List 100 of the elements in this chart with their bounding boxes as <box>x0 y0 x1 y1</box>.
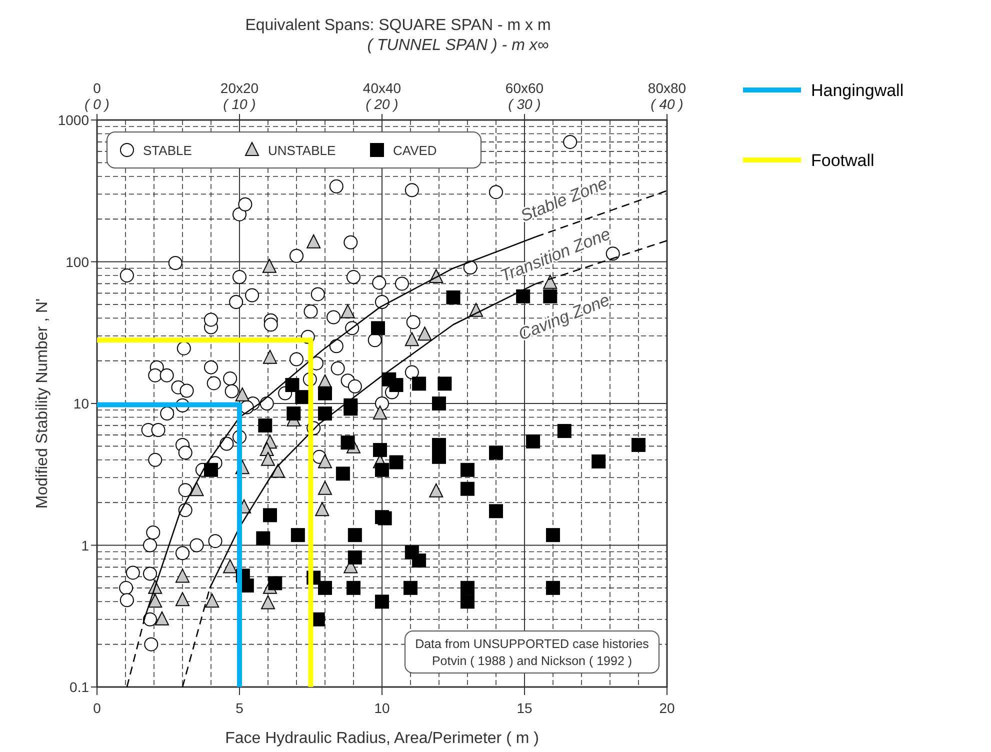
y-tick-label: 10 <box>73 396 90 412</box>
chart-subtitle: ( TUNNEL SPAN ) - m x∞ <box>367 37 549 54</box>
x-tick-label: 20 <box>659 700 675 716</box>
point <box>460 594 474 609</box>
point <box>318 580 332 595</box>
y-tick-label: 1000 <box>58 112 90 128</box>
point <box>318 386 332 400</box>
point <box>546 528 560 542</box>
point <box>378 511 392 526</box>
text: 40x40 <box>362 80 402 96</box>
legend-label: CAVED <box>393 143 437 158</box>
point <box>389 378 404 392</box>
annotation: Caving Zone <box>516 290 612 344</box>
point <box>261 595 275 610</box>
point <box>373 442 388 457</box>
point <box>262 508 277 522</box>
point <box>318 480 332 495</box>
point <box>348 550 362 564</box>
text: 60x60 <box>505 80 544 96</box>
point <box>592 454 606 468</box>
point <box>346 580 360 595</box>
point <box>432 450 446 464</box>
point <box>318 406 332 421</box>
point <box>204 462 218 477</box>
annotation: Stable Zone <box>518 174 610 226</box>
point <box>632 438 646 452</box>
point <box>412 376 426 391</box>
point <box>543 289 558 304</box>
point <box>389 455 404 470</box>
point <box>489 446 503 460</box>
point <box>340 436 355 450</box>
text: 20x20 <box>220 80 259 96</box>
y-tick-label: 1 <box>81 537 90 554</box>
x2-tick-label: ( 40 ) <box>650 96 684 112</box>
chart-title: Equivalent Spans: SQUARE SPAN - m x m <box>245 17 551 34</box>
legend-label: Footwall <box>811 151 874 170</box>
point <box>404 332 419 346</box>
point <box>190 482 204 496</box>
point <box>223 559 238 574</box>
y-axis-title: Modified Stability Number , N' <box>34 298 51 509</box>
y-tick-label: 100 <box>66 254 90 270</box>
point <box>205 594 220 608</box>
x-tick-label: 10 <box>374 700 390 716</box>
point <box>344 402 358 416</box>
point <box>348 528 362 542</box>
point <box>404 580 418 595</box>
x2-tick-label: ( 20 ) <box>366 96 398 112</box>
point <box>446 290 460 304</box>
x-tick-label: 5 <box>236 700 244 716</box>
x2-tick-label: ( 0 ) <box>84 96 110 112</box>
point <box>256 531 270 546</box>
point <box>270 464 285 478</box>
legend-label: Hangingwall <box>811 81 904 100</box>
point <box>295 390 310 404</box>
point <box>526 434 540 448</box>
point <box>546 580 560 595</box>
point <box>460 462 474 477</box>
annotation: Data from UNSUPPORTED case histories Potvin ( 1988 ) and Nickson ( 1992 ) <box>415 637 649 668</box>
legend-label: STABLE <box>143 143 192 158</box>
legend-label: UNSTABLE <box>268 143 336 158</box>
point <box>336 466 350 481</box>
point <box>438 376 452 391</box>
point <box>371 321 386 336</box>
point <box>286 406 301 421</box>
point <box>429 483 444 498</box>
point <box>148 594 162 608</box>
point <box>260 442 274 456</box>
point <box>285 378 300 392</box>
point <box>432 396 446 410</box>
point <box>418 326 432 341</box>
point <box>235 387 250 402</box>
x2-tick-label: ( 30 ) <box>508 96 541 112</box>
point <box>557 424 572 438</box>
point <box>268 576 282 590</box>
point <box>262 258 276 273</box>
x-tick-label: 0 <box>93 700 102 716</box>
point <box>375 462 389 477</box>
point <box>340 304 355 318</box>
point <box>460 580 474 595</box>
point <box>154 611 169 626</box>
text: 80x80 <box>648 80 686 96</box>
point <box>262 350 277 364</box>
point <box>375 594 389 609</box>
point <box>516 289 530 304</box>
x2-tick-label: ( 10 ) <box>223 96 256 112</box>
point <box>261 452 275 466</box>
point <box>460 482 474 496</box>
text: 0 <box>93 80 102 96</box>
x-tick-label: 15 <box>516 700 532 716</box>
y-tick-label: 0.1 <box>70 679 90 695</box>
point <box>176 568 190 583</box>
point <box>489 504 503 518</box>
point <box>412 554 426 568</box>
point <box>373 406 388 420</box>
point <box>290 528 305 542</box>
point <box>315 502 330 516</box>
x-axis-title: Face Hydraulic Radius, Area/Perimeter ( m ) <box>225 730 539 747</box>
point <box>318 454 332 468</box>
point <box>306 234 321 248</box>
point <box>258 418 272 432</box>
